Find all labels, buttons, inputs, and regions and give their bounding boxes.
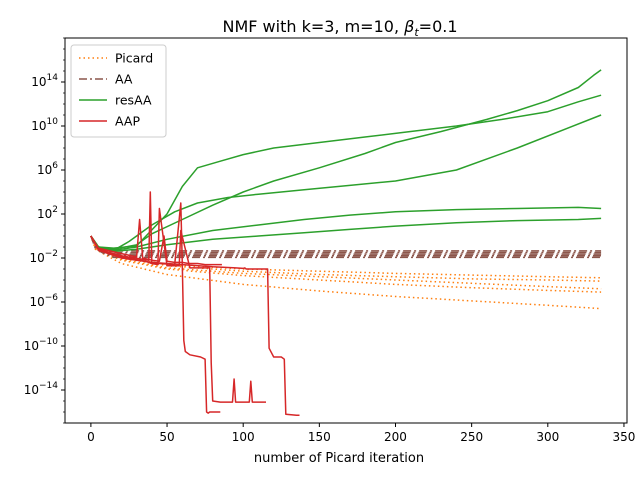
chart-title: NMF with k=3, m=10, βt=0.1 [222,17,457,39]
x-tick-label: 100 [232,430,255,444]
series-picard-run-1 [90,235,602,282]
x-tick-label: 250 [460,430,483,444]
x-axis-label: number of Picard iteration [254,451,424,466]
series-resaa-run-5 [90,217,602,253]
chart-title-text: NMF with k=3, m=10, [222,17,404,36]
legend: Picard AA resAA AAP [70,44,167,138]
series-picard-run-4 [90,235,602,293]
x-tick-label: 150 [308,430,331,444]
series-aap-run-1 [90,191,221,414]
y-tick-label: 1014 [31,73,58,89]
legend-item-aap: AAP [79,114,140,129]
series-resaa-run-2 [90,94,602,249]
plot-area [64,37,628,424]
series-layer [90,69,602,417]
legend-item-resaa: resAA [79,93,152,108]
series-aap-run-4 [90,218,222,266]
series-aap-run-3 [90,235,300,417]
x-tick-label: 350 [613,430,636,444]
series-aa-run-5 [90,235,602,259]
x-tick-label: 0 [87,430,95,444]
y-tick-label: 1010 [31,117,58,133]
chart-title-value: =0.1 [419,17,458,36]
series-resaa [90,69,602,253]
legend-item-aa: AA [79,72,133,87]
legend-item-picard: Picard [79,51,153,66]
x-tick-label: 200 [384,430,407,444]
x-axis: 0 50 100 150 200 250 300 350 [87,423,635,444]
legend-label: resAA [115,93,152,108]
legend-label: Picard [115,51,153,66]
series-picard-run-5 [90,235,602,310]
y-tick-label: 102 [37,205,58,221]
legend-label: AA [115,72,133,87]
series-aap-run-2 [90,207,266,403]
y-tick-label: 10−14 [24,381,59,397]
chart-title-subscript: t [414,26,419,39]
series-resaa-run-4 [90,206,602,252]
x-tick-label: 300 [536,430,559,444]
series-resaa-run-3 [90,114,602,252]
y-tick-label: 10−10 [24,337,59,353]
y-axis: 10−14 10−10 10−6 10−2 102 106 1010 1014 [24,37,65,424]
series-resaa-run-1 [90,69,602,250]
chart-title-beta: β [403,17,414,36]
y-tick-label: 10−6 [29,293,58,309]
legend-label: AAP [115,114,140,129]
legend-box [70,44,167,138]
x-tick-label: 50 [159,430,174,444]
y-tick-label: 10−2 [29,249,58,265]
y-tick-label: 106 [37,161,58,177]
series-aap [90,191,300,417]
